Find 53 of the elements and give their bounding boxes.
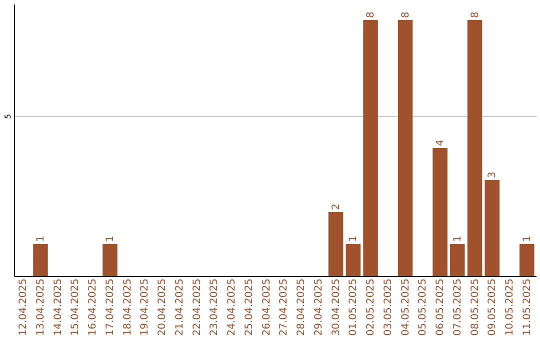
x-tick-label: 26.04.2025: [261, 278, 272, 336]
x-tick-label: 02.05.2025: [366, 278, 377, 336]
x-tick-label: 21.04.2025: [174, 278, 186, 336]
x-tick-label: 08.05.2025: [470, 278, 481, 336]
x-tick-label: 12.04.2025: [18, 278, 30, 336]
x-tick-label: 19.04.2025: [140, 278, 151, 336]
data-label: 1: [348, 236, 360, 242]
x-tick-label: 22.04.2025: [192, 278, 203, 336]
data-label: 2: [330, 204, 342, 210]
data-label: 1: [35, 236, 46, 242]
x-tick-label: 18.04.2025: [122, 278, 134, 336]
x-tick-label: 25.04.2025: [244, 278, 255, 336]
x-tick-label: 11.05.2025: [522, 278, 533, 336]
data-label: 8: [400, 12, 412, 18]
x-tick-label: 03.05.2025: [382, 278, 394, 336]
x-tick-label: 15.04.2025: [70, 278, 82, 336]
bar: [102, 244, 118, 276]
data-label: 1: [452, 236, 464, 242]
x-tick-label: 30.04.2025: [330, 278, 342, 336]
data-label: 8: [470, 12, 481, 18]
bar: [33, 244, 48, 276]
x-tick-label: 09.05.2025: [487, 278, 498, 336]
x-tick-label: 14.04.2025: [52, 278, 64, 336]
bar: [398, 20, 413, 276]
x-tick-label: 24.04.2025: [226, 278, 238, 336]
bar: [450, 244, 465, 276]
x-tick-label: 17.04.2025: [104, 278, 116, 336]
x-tick-label: 28.04.2025: [296, 278, 308, 336]
bar: [520, 244, 534, 276]
x-tick-label: 06.05.2025: [435, 278, 446, 336]
y-tick-label: 5: [4, 114, 12, 120]
bar: [328, 212, 344, 276]
x-tick-label: 01.05.2025: [348, 278, 360, 336]
bar: [484, 180, 500, 276]
x-tick-label: 05.05.2025: [418, 278, 429, 336]
bar: [467, 20, 482, 276]
x-tick-label: 16.04.2025: [88, 278, 99, 336]
data-label: 1: [522, 236, 533, 242]
x-tick-label: 07.05.2025: [452, 278, 464, 336]
bar: [363, 20, 378, 276]
x-tick-label: 04.05.2025: [400, 278, 412, 336]
x-tick-label: 13.04.2025: [35, 278, 46, 336]
x-tick-label: 27.04.2025: [278, 278, 290, 336]
x-tick-label: 20.04.2025: [157, 278, 168, 336]
x-tick-label: 23.04.2025: [209, 278, 220, 336]
data-label: 8: [366, 12, 377, 18]
bar: [346, 244, 361, 276]
data-label: 1: [104, 236, 116, 242]
x-tick-label: 10.05.2025: [504, 278, 516, 336]
bar: [432, 148, 448, 276]
x-tick-label: 29.04.2025: [313, 278, 324, 336]
data-label: 3: [487, 172, 498, 178]
data-label: 4: [435, 140, 446, 146]
